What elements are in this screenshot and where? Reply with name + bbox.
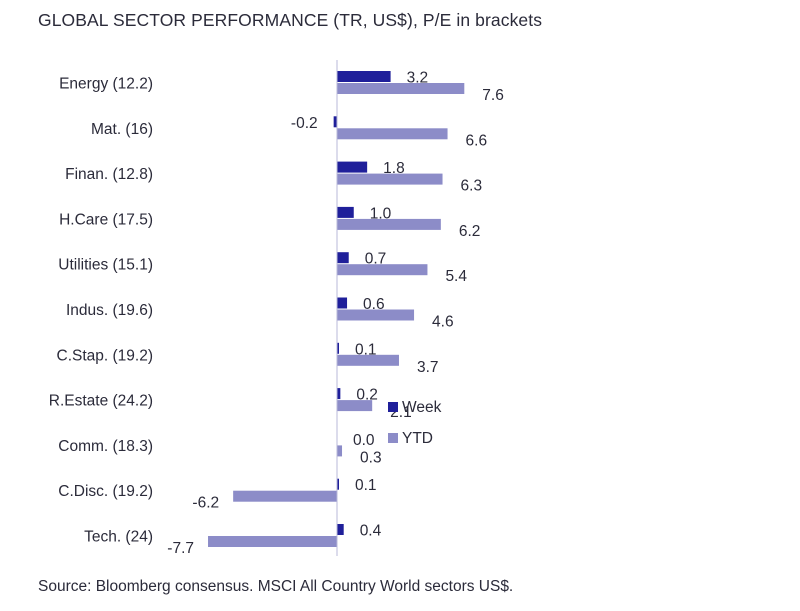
- bar-week: [337, 71, 391, 82]
- bar-week: [337, 342, 339, 354]
- category-label: Comm. (18.3): [58, 438, 153, 455]
- data-label-ytd: 3.7: [417, 359, 439, 376]
- data-label-week: 0.0: [353, 432, 375, 449]
- bar-ytd: [337, 128, 448, 140]
- data-label-ytd: 6.3: [461, 178, 483, 195]
- legend-label-ytd: YTD: [402, 430, 433, 447]
- bar-ytd: [337, 83, 465, 94]
- bar-ytd: [233, 490, 337, 502]
- category-label: Energy (12.2): [59, 76, 153, 93]
- chart-source-note: Source: Bloomberg consensus. MSCI All Co…: [38, 578, 514, 595]
- data-label-week: 0.1: [355, 477, 377, 494]
- bar-ytd: [337, 264, 428, 276]
- data-label-week: 3.2: [407, 70, 429, 87]
- data-label-ytd: 6.2: [459, 223, 481, 240]
- data-label-ytd: 6.6: [466, 132, 488, 149]
- bar-week: [337, 161, 368, 173]
- data-label-ytd: 5.4: [445, 268, 467, 285]
- bar-week: [333, 116, 337, 128]
- bar-week: [337, 252, 349, 264]
- bar-ytd: [337, 445, 343, 457]
- data-label-ytd: 7.6: [482, 87, 504, 104]
- bar-ytd: [337, 400, 373, 412]
- data-label-week: 0.6: [363, 296, 385, 313]
- category-label: Utilities (15.1): [58, 257, 153, 274]
- legend-label-week: Week: [402, 399, 442, 416]
- data-label-ytd: -6.2: [192, 495, 219, 512]
- data-label-week: 1.8: [383, 160, 405, 177]
- bar-week: [337, 297, 348, 309]
- category-label: Mat. (16): [91, 121, 153, 138]
- bar-week: [337, 206, 354, 218]
- data-label-week: 0.2: [356, 387, 378, 404]
- category-label: R.Estate (24.2): [49, 393, 153, 410]
- category-label: Indus. (19.6): [66, 302, 153, 319]
- data-label-ytd: 4.6: [432, 314, 454, 331]
- legend-swatch-ytd: [388, 433, 398, 443]
- bar-week: [337, 478, 339, 490]
- data-label-ytd: -7.7: [167, 540, 194, 557]
- data-label-week: 0.7: [365, 251, 387, 268]
- bar-week: [337, 524, 344, 535]
- chart-title: GLOBAL SECTOR PERFORMANCE (TR, US$), P/E…: [38, 10, 543, 30]
- data-label-week: 1.0: [370, 205, 392, 222]
- category-label: C.Stap. (19.2): [57, 347, 154, 364]
- data-label-week: -0.2: [291, 115, 318, 132]
- bar-ytd: [208, 536, 337, 547]
- bar-week: [337, 388, 341, 400]
- category-label: Tech. (24): [84, 529, 153, 546]
- legend-swatch-week: [388, 402, 398, 412]
- bar-ytd: [337, 218, 441, 230]
- bar-ytd: [337, 354, 399, 366]
- data-label-ytd: 0.3: [360, 449, 382, 466]
- bar-ytd: [337, 173, 443, 185]
- category-label: H.Care (17.5): [59, 211, 153, 228]
- category-label: C.Disc. (19.2): [58, 483, 153, 500]
- category-label: Finan. (12.8): [65, 166, 153, 183]
- data-label-week: 0.4: [360, 523, 382, 540]
- data-label-week: 0.1: [355, 341, 377, 358]
- bar-ytd: [337, 309, 415, 321]
